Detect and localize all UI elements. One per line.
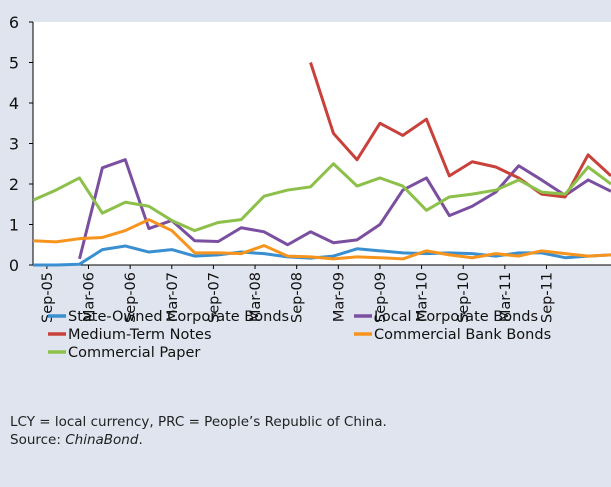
legend-label: Commercial Bank Bonds (374, 327, 551, 343)
legend-label: Commercial Paper (68, 345, 200, 361)
legend-label: State-Owned Corporate Bonds (68, 309, 289, 325)
x-tick-label: Mar-06 (82, 272, 98, 322)
source-end: . (138, 432, 143, 448)
plot-area (33, 22, 611, 265)
x-tick-label: Mar-08 (248, 272, 264, 322)
y-tick-label: 0 (9, 256, 19, 275)
y-tick-label: 5 (9, 54, 19, 73)
series-line (33, 218, 611, 261)
y-tick-label: 3 (9, 135, 19, 154)
source: Source: ChinaBond. (10, 432, 143, 448)
y-tick-label: 2 (9, 175, 19, 194)
series-line (33, 162, 611, 233)
x-tick-label: Mar-09 (331, 272, 347, 322)
source-name: ChinaBond (65, 432, 139, 448)
note: LCY = local currency, PRC = People’s Rep… (10, 414, 387, 430)
y-tick-label: 4 (9, 94, 19, 113)
x-tick-label: Sep-08 (290, 272, 306, 323)
x-tick-label: Sep-09 (373, 272, 389, 323)
legend-label: Local Corporate Bonds (374, 309, 538, 325)
chart: 0 1 2 3 4 5 6 Sep-05 Mar-06 Sep-06 Mar-07 Sep-07 Mar… (9, 13, 611, 361)
legend-label: Medium-Term Notes (68, 327, 212, 343)
x-tick-label: Sep-06 (123, 272, 139, 323)
x-tick-label: Mar-11 (498, 272, 514, 322)
x-tick-label: Sep-07 (206, 272, 222, 323)
series-line (309, 62, 611, 199)
series-line (78, 158, 611, 260)
y-tick-label: 6 (9, 13, 19, 32)
y-tick-label: 1 (9, 216, 19, 235)
x-tick-label: Mar-10 (415, 272, 431, 322)
x-tick-label: Sep-05 (40, 272, 56, 323)
source-label: Source: (10, 432, 66, 448)
x-tick-label: Sep-10 (456, 272, 472, 323)
x-tick-label: Mar-07 (165, 272, 181, 322)
x-tick-label: Sep-11 (539, 272, 555, 323)
